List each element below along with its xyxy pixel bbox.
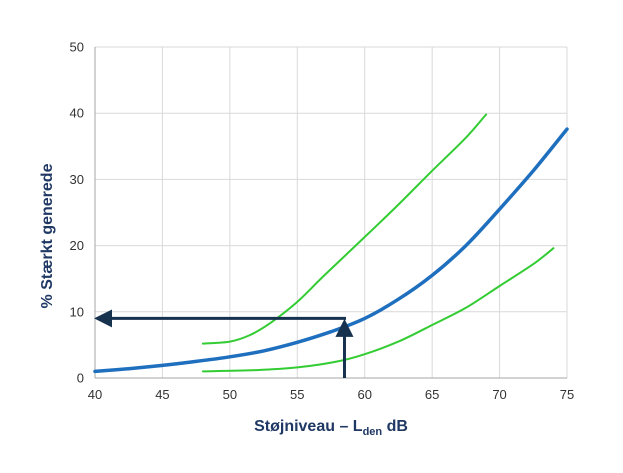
x-tick-label-50: 50 [223, 387, 237, 402]
x-axis-label-subscript: den [363, 426, 383, 438]
x-tick-label-60: 60 [357, 387, 371, 402]
x-axis-label-main: Støjniveau – L [254, 418, 363, 435]
x-tick-label-55: 55 [290, 387, 304, 402]
series-lines [93, 113, 569, 374]
plot-area [95, 47, 567, 378]
x-axis-label-unit: dB [382, 418, 408, 435]
x-axis-label: Støjniveau – Lden dB [254, 418, 408, 438]
y-tick-label-40: 40 [70, 106, 84, 121]
y-tick-label-0: 0 [77, 371, 84, 386]
y-tick-label-10: 10 [70, 304, 84, 319]
y-tick-label-50: 50 [70, 40, 84, 55]
x-tick-label-70: 70 [492, 387, 506, 402]
series-line-lower-bound [201, 247, 555, 373]
x-tick-label-65: 65 [425, 387, 439, 402]
x-tick-label-40: 40 [88, 387, 102, 402]
y-tick-label-20: 20 [70, 238, 84, 253]
series-line-upper-bound [201, 113, 488, 345]
reading-arrows [94, 309, 354, 378]
y-tick-label-30: 30 [70, 172, 84, 187]
x-tick-label-45: 45 [155, 387, 169, 402]
y-axis-label: % Stærkt generede [39, 163, 56, 308]
series-line-central [93, 127, 569, 374]
tick-labels: 40 45 50 55 60 65 70 75 0 10 20 30 40 50 [70, 40, 575, 403]
x-tick-label-75: 75 [560, 387, 574, 402]
